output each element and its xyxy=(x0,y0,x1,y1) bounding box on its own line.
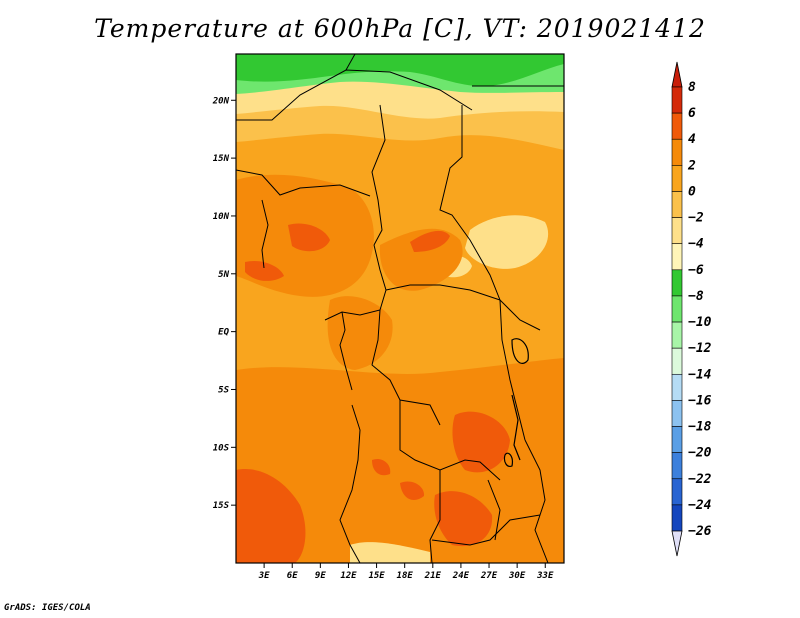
colorbar-label: −8 xyxy=(688,289,704,304)
field-hot-patch xyxy=(410,230,450,252)
lon-tick-label: 27E xyxy=(480,571,498,581)
colorbar-box xyxy=(671,478,683,506)
colorbar-box xyxy=(671,269,683,297)
colorbar-box xyxy=(671,243,683,271)
colorbar-label: −10 xyxy=(688,315,712,330)
colorbar-box xyxy=(671,191,683,218)
colorbar-tip-bottom xyxy=(671,530,683,557)
lon-tick-label: 18E xyxy=(397,571,414,581)
lakes xyxy=(503,338,529,467)
colorbar-label: −2 xyxy=(688,211,704,226)
colorbar-label: −16 xyxy=(688,393,712,408)
colorbar-labels: 8 6 4 2 0 −2 −4 −6 −8 −10 −12 −14 −16 −18 −20 −22 −24 −26 xyxy=(687,80,712,539)
lon-tick-label: 3E xyxy=(258,571,270,581)
lat-tick-label: 10N xyxy=(213,212,230,222)
colorbar-box xyxy=(671,86,683,114)
field-pale-patch xyxy=(350,542,430,563)
colorbar-box xyxy=(671,504,683,532)
field-hot-patch xyxy=(288,223,330,252)
field-mid-region xyxy=(327,296,393,370)
colorbar-box xyxy=(671,400,683,427)
colorbar-label: −22 xyxy=(688,472,712,487)
latitude-axis: 20N 15N 10N 5N EQ 5S 10S 15S xyxy=(212,96,236,511)
lon-tick-label: 15E xyxy=(368,571,385,581)
colorbar-box xyxy=(671,112,683,140)
colorbar-label: −18 xyxy=(688,420,712,435)
lon-tick-label: 9E xyxy=(315,571,326,581)
lat-tick-label: 20N xyxy=(212,96,230,106)
colorbar-label: −14 xyxy=(688,367,712,382)
colorbar-box xyxy=(671,321,683,349)
colorbar-box xyxy=(671,165,683,192)
colorbar-label: −6 xyxy=(688,263,704,278)
field-hot-patch xyxy=(452,411,510,473)
lon-tick-label: 30E xyxy=(508,571,526,581)
colorbar-box xyxy=(671,295,683,323)
field-hot-patch xyxy=(236,469,306,563)
field-green-band xyxy=(236,54,564,87)
colorbar-label: −4 xyxy=(688,237,704,252)
field-hot-patch xyxy=(400,481,425,500)
lon-tick-label: 33E xyxy=(536,571,554,581)
colorbar-label: 4 xyxy=(688,132,696,147)
map-frame xyxy=(235,53,565,564)
lon-tick-label: 21E xyxy=(424,571,442,581)
field-hot-patch xyxy=(434,491,493,547)
lat-tick-label: 5S xyxy=(218,385,229,395)
colorbar-box xyxy=(671,138,683,166)
colorbar-label: −20 xyxy=(688,446,712,461)
field-pale-patch xyxy=(465,215,549,269)
longitude-axis: 3E 6E 9E 12E 15E 18E 21E 24E 27E 30E 33E xyxy=(258,563,554,581)
temperature-field xyxy=(236,54,564,563)
lat-tick-label: 15S xyxy=(213,501,230,511)
country-boundaries xyxy=(235,53,564,564)
field-hot-patch xyxy=(245,260,284,281)
colorbar-box xyxy=(671,452,683,480)
lat-tick-label: 5N xyxy=(218,270,229,280)
lon-tick-label: 6E xyxy=(287,571,298,581)
lon-tick-label: 12E xyxy=(340,571,357,581)
colorbar-label: −12 xyxy=(688,341,712,356)
colorbar-boxes xyxy=(671,86,683,532)
grads-credit: GrADS: IGES/COLA xyxy=(4,603,91,613)
lat-tick-label: 10S xyxy=(213,443,230,453)
colorbar-label: −26 xyxy=(688,524,712,539)
lat-tick-label: EQ xyxy=(218,328,229,338)
field-hot-patch xyxy=(372,458,391,476)
lat-tick-label: 15N xyxy=(213,154,230,164)
colorbar-box xyxy=(671,373,683,401)
colorbar-box xyxy=(671,347,683,375)
colorbar-label: 8 xyxy=(688,80,696,95)
colorbar-label: −24 xyxy=(688,498,712,513)
colorbar-label: 6 xyxy=(688,106,696,121)
colorbar-label: 0 xyxy=(688,184,696,199)
colorbar-tip-top xyxy=(671,61,683,88)
colorbar-box xyxy=(671,217,683,245)
colorbar-box xyxy=(671,426,683,453)
map-title: Temperature at 600hPa [C], VT: 201902141… xyxy=(94,14,706,43)
colorbar-label: 2 xyxy=(687,158,696,173)
lon-tick-label: 24E xyxy=(452,571,470,581)
